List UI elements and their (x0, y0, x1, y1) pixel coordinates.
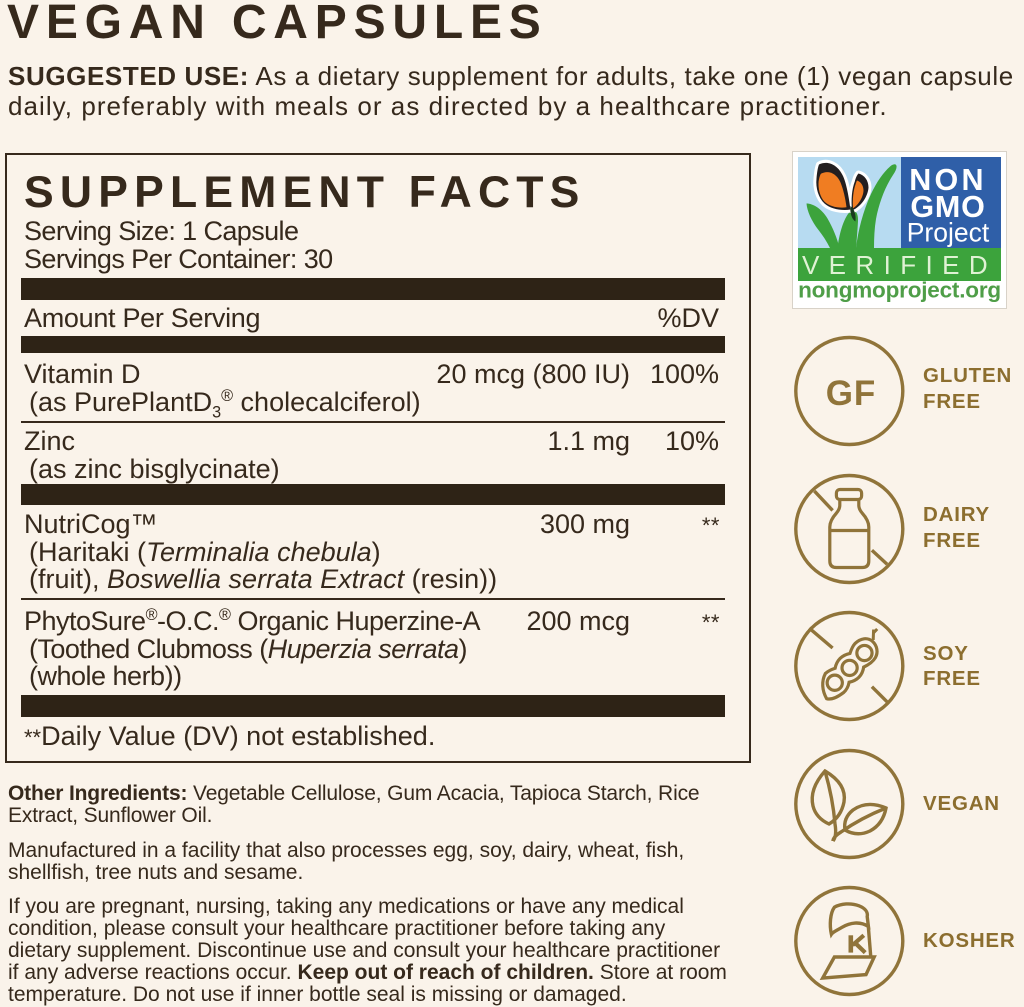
svg-text:nongmoproject.org: nongmoproject.org (798, 278, 1001, 303)
svg-text:NON: NON (909, 163, 986, 197)
svg-text:GMO: GMO (910, 190, 985, 224)
svg-text:Project: Project (907, 218, 990, 248)
svg-text:VERIFIED: VERIFIED (802, 250, 997, 280)
svg-text:GF: GF (826, 374, 877, 413)
